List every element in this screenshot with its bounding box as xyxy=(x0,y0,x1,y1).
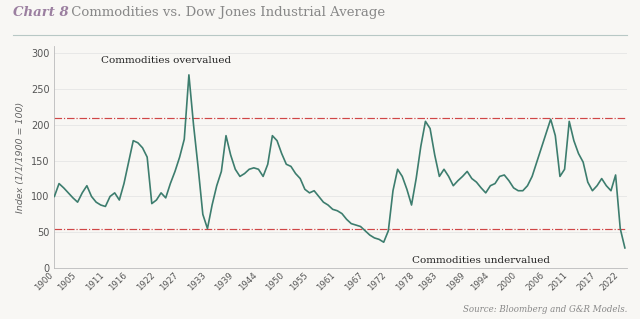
Text: Commodities undervalued: Commodities undervalued xyxy=(412,256,550,265)
Text: Chart 8: Chart 8 xyxy=(13,5,68,19)
Text: Source: Bloomberg and G&R Models.: Source: Bloomberg and G&R Models. xyxy=(463,305,627,314)
Y-axis label: Index (1/1/1900 = 100): Index (1/1/1900 = 100) xyxy=(17,101,26,213)
Text: Commodities overvalued: Commodities overvalued xyxy=(100,56,231,65)
Text: Commodities vs. Dow Jones Industrial Average: Commodities vs. Dow Jones Industrial Ave… xyxy=(67,5,385,19)
